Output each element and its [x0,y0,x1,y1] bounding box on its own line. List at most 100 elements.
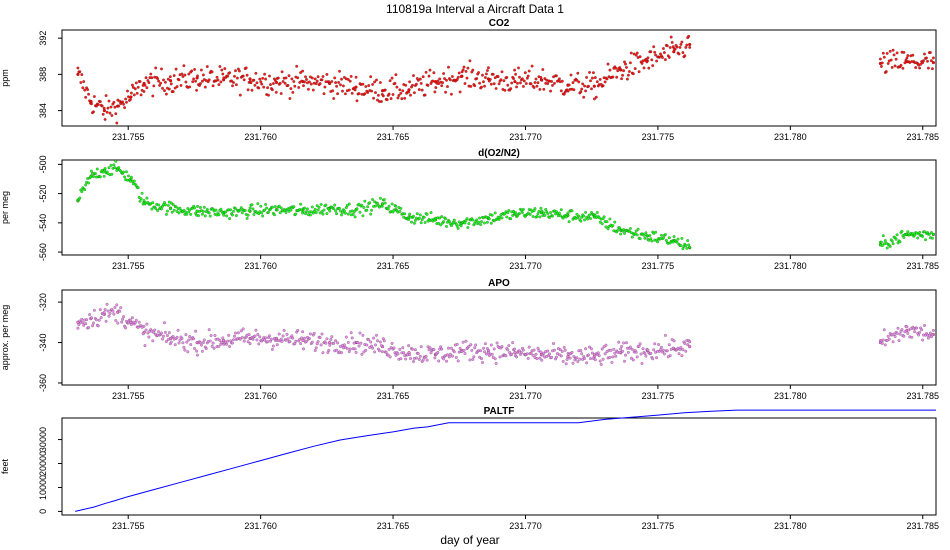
data-point [644,354,648,358]
data-point [163,89,166,93]
plot-frame [61,29,937,127]
data-point [680,354,684,358]
data-point [246,340,250,344]
data-point [168,75,172,79]
data-point [300,336,304,340]
data-point [103,167,107,170]
data-point [281,334,285,338]
data-point [665,349,669,353]
data-point [187,72,191,76]
data-point [597,216,601,220]
data-point [914,66,918,70]
data-point [125,100,128,104]
data-point [181,75,185,78]
data-point [208,339,212,343]
data-point [412,360,415,363]
data-point [473,84,477,88]
data-point [238,93,242,97]
data-point [175,85,179,89]
data-point [458,346,462,350]
data-point [446,353,449,357]
data-point [931,328,935,332]
data-point [521,348,525,352]
data-point [372,96,376,100]
data-point [269,337,273,341]
data-point [880,244,884,248]
data-point [295,64,299,68]
data-point [678,45,682,49]
data-point [465,76,469,80]
data-point [570,350,574,354]
data-point [397,93,401,97]
data-point [591,71,595,75]
data-point [567,83,571,87]
data-point [334,209,338,213]
figure-title: 110819a Interval a Aircraft Data 1 [386,2,564,16]
data-point [152,331,156,335]
data-point [256,333,260,336]
data-point [891,242,895,246]
data-point [926,59,929,63]
data-point [122,315,126,319]
data-point [346,340,350,344]
data-point [879,64,883,68]
data-point [675,240,679,244]
data-point [625,65,628,69]
data-point [186,350,190,354]
data-point [332,341,336,345]
x-tick-label: 231.780 [774,261,807,271]
data-point [655,356,659,360]
data-point [358,210,362,214]
data-point [165,334,169,337]
data-point [392,208,396,212]
data-point [193,67,197,71]
data-point [492,347,496,351]
data-point [656,240,660,244]
data-point [286,337,290,341]
data-point [401,89,405,93]
data-point [222,213,226,217]
data-point [491,355,495,359]
data-point [258,335,262,339]
data-point [344,335,348,339]
data-point [889,58,893,62]
data-point [684,45,688,49]
data-point [671,240,675,244]
data-point [492,82,496,86]
data-point [195,88,199,92]
data-point [497,82,501,86]
data-point [665,44,669,48]
data-point [445,224,448,228]
data-point [305,78,308,81]
data-point [535,357,539,361]
data-point [514,72,518,76]
data-point [620,77,624,81]
data-point [352,341,356,345]
x-tick-label: 231.780 [774,521,807,531]
data-point [466,66,470,70]
data-point [321,75,325,78]
data-point [167,331,171,335]
data-point [457,71,461,75]
data-point [448,352,452,356]
data-point [603,80,607,84]
data-point [82,80,86,84]
data-point [408,353,412,357]
y-tick-label: 10000 [38,475,48,500]
data-point [76,72,80,76]
data-point [506,83,510,87]
data-point [394,353,398,357]
data-point [95,167,99,171]
data-point [498,355,502,359]
data-point [527,69,531,73]
data-point [653,342,657,346]
data-point [636,227,640,231]
data-point [225,342,229,346]
data-point [183,73,187,77]
data-point [681,51,685,55]
data-point [110,114,114,117]
data-point [353,215,357,219]
data-point [523,71,527,75]
data-point [93,172,97,176]
data-point [338,206,341,210]
